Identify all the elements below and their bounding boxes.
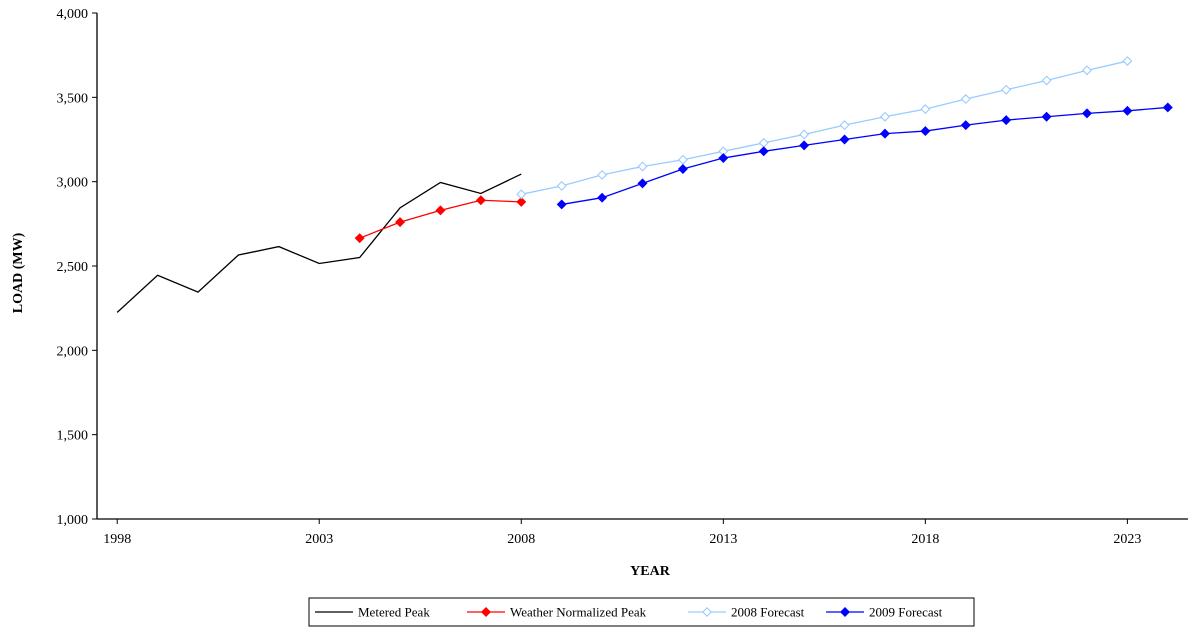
data-point [839, 120, 850, 131]
data-point [475, 195, 486, 206]
y-tick-label: 3,000 [57, 176, 89, 191]
data-point [1001, 115, 1012, 126]
data-point [516, 189, 527, 200]
legend: Metered Peak Weather Normalized Peak 2008 … [308, 597, 975, 627]
data-point [1001, 84, 1012, 95]
x-tick-label: 2018 [911, 532, 939, 547]
data-point [920, 126, 931, 137]
data-point [960, 120, 971, 131]
data-point [556, 180, 567, 191]
data-point [799, 140, 810, 151]
data-point [839, 134, 850, 145]
legend-entry: Metered Peak [315, 605, 430, 620]
series-2008-forecast [516, 56, 1133, 200]
series-layer [116, 56, 1173, 313]
x-tick-label: 2013 [709, 532, 737, 547]
data-point [1122, 56, 1133, 67]
y-tick-label: 2,500 [57, 260, 89, 275]
data-point [879, 128, 890, 139]
legend-swatch-marker [702, 607, 712, 617]
x-tick-label: 2003 [305, 532, 333, 547]
legend-label: Metered Peak [358, 605, 430, 620]
axes: 1,000 1,500 2,000 2,500 3,000 3,500 4,000 1998 2… [57, 7, 1188, 547]
series-weather-normalized-peak [354, 195, 527, 244]
legend-swatch-marker [840, 607, 850, 617]
legend-label: 2008 Forecast [731, 605, 805, 620]
data-point [637, 161, 648, 172]
legend-label: 2009 Forecast [869, 605, 943, 620]
x-axis-title: YEAR [630, 564, 671, 579]
legend-label: Weather Normalized Peak [510, 605, 647, 620]
data-point [1162, 102, 1173, 113]
x-tick-label: 2008 [507, 532, 535, 547]
data-point [516, 196, 527, 207]
data-point [879, 111, 890, 122]
data-point [1041, 111, 1052, 122]
series-line [521, 60, 1128, 195]
data-point [1082, 65, 1092, 76]
legend-entry: 2008 Forecast [688, 605, 805, 620]
y-tick-label: 1,500 [57, 429, 89, 444]
series-line [116, 173, 522, 313]
data-point [637, 178, 648, 189]
data-point [677, 164, 688, 174]
data-point [556, 199, 567, 210]
legend-swatch-marker [481, 607, 491, 617]
data-point [677, 154, 688, 165]
x-tick-label: 1998 [103, 532, 131, 547]
data-point [758, 146, 769, 157]
y-tick-label: 4,000 [57, 7, 89, 22]
data-point [960, 94, 971, 104]
data-point [799, 129, 810, 140]
data-point [395, 217, 406, 228]
legend-entry: 2009 Forecast [826, 605, 943, 620]
data-point [920, 104, 931, 115]
data-point [597, 169, 608, 180]
data-point [718, 153, 729, 164]
data-point [597, 192, 608, 203]
y-tick-label: 2,000 [57, 344, 89, 359]
data-point [1082, 108, 1092, 119]
y-tick-label: 1,000 [57, 513, 89, 528]
data-point [354, 233, 365, 244]
data-point [435, 205, 446, 216]
data-point [758, 137, 769, 148]
legend-entry: Weather Normalized Peak [467, 605, 647, 620]
series-line [561, 106, 1168, 206]
series-metered-peak [116, 173, 522, 313]
y-axis-title: LOAD (MW) [11, 232, 26, 313]
x-tick-label: 2023 [1113, 532, 1141, 547]
data-point [1122, 105, 1133, 116]
y-tick-label: 3,500 [57, 91, 89, 106]
data-point [1041, 75, 1052, 86]
series-2009-forecast [556, 102, 1173, 210]
